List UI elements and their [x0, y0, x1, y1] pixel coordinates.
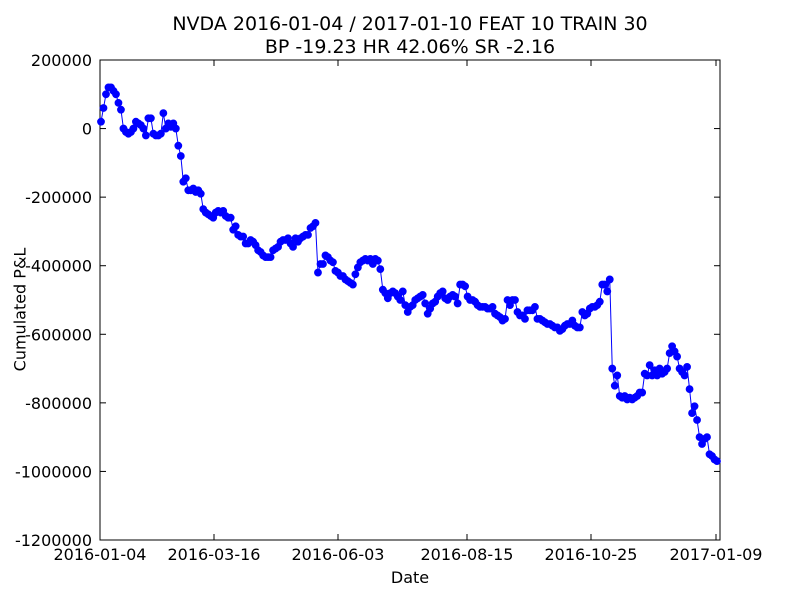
data-point	[673, 352, 681, 361]
data-point	[683, 362, 691, 371]
data-point	[329, 258, 337, 267]
data-point	[174, 141, 183, 150]
data-point	[685, 385, 694, 394]
data-point	[511, 296, 519, 304]
axes: 200000 0 -200000 -400000 -600000 -800000 -1000…	[15, 51, 763, 564]
data-point	[575, 323, 584, 332]
x-axis-label: Date	[390, 568, 430, 587]
data-point	[348, 280, 357, 289]
data-point	[663, 364, 672, 373]
data-point	[488, 302, 497, 311]
y-tick-label: -1000000	[15, 462, 92, 481]
data-point	[451, 292, 460, 301]
data-point	[239, 232, 248, 241]
y-axis-label: Cumulated P&L	[10, 247, 30, 372]
data-point	[146, 114, 155, 123]
data-point	[688, 409, 696, 418]
data-point	[438, 287, 447, 296]
data-point	[713, 457, 721, 466]
chart-title-line-1: NVDA 2016-01-04 / 2017-01-10 FEAT 10 TRA…	[172, 13, 648, 35]
data-point	[693, 416, 701, 424]
data-point	[396, 296, 405, 304]
y-tick-label: -200000	[25, 188, 92, 207]
x-tick-label: 2016-10-25	[545, 545, 638, 564]
data-point	[99, 104, 108, 112]
data-point	[129, 124, 138, 133]
data-point	[196, 189, 205, 198]
data-point	[461, 282, 470, 291]
x-tick-label: 2016-01-04	[54, 545, 147, 564]
chart-title-line-2: BP -19.23 HR 42.06% SR -2.16	[264, 36, 556, 58]
data-point	[319, 260, 327, 268]
data-point	[114, 98, 123, 107]
data-point	[521, 314, 529, 323]
data-point	[102, 90, 110, 99]
plot-area-frame	[99, 59, 721, 541]
data-point	[453, 299, 462, 308]
data-point	[171, 124, 180, 133]
data-point	[226, 213, 235, 222]
data-point	[600, 280, 609, 289]
data-point	[421, 299, 430, 308]
data-point	[645, 361, 654, 370]
data-point	[156, 129, 165, 138]
data-point	[266, 253, 275, 262]
data-point	[608, 364, 617, 373]
data-point	[680, 371, 689, 380]
data-point	[231, 222, 240, 231]
x-tick-label: 2016-03-16	[168, 545, 261, 564]
data-point	[289, 242, 297, 251]
y-tick-label: -400000	[25, 257, 92, 276]
data-point	[314, 268, 322, 277]
data-point	[139, 124, 148, 133]
data-point	[351, 270, 360, 279]
data-point	[703, 433, 711, 442]
y-tick-label: 200000	[31, 51, 92, 70]
data-point	[638, 388, 647, 397]
data-point	[376, 265, 385, 274]
data-point	[181, 174, 190, 183]
y-tick-label: 0	[82, 120, 92, 139]
data-point	[610, 381, 619, 390]
data-point	[595, 297, 604, 306]
data-point	[304, 230, 312, 239]
y-tick-label: -600000	[25, 325, 92, 344]
data-point	[112, 90, 120, 99]
x-tick-label: 2016-08-15	[421, 545, 514, 564]
x-tick-label: 2017-01-09	[670, 545, 763, 564]
data-point	[176, 152, 185, 160]
data-point	[398, 287, 407, 296]
data-point	[117, 105, 125, 114]
data-point	[311, 218, 320, 227]
x-tick-label: 2016-06-03	[292, 545, 385, 564]
data-point	[501, 314, 509, 323]
series-line	[100, 86, 718, 462]
data-point	[141, 131, 150, 140]
data-point	[603, 287, 612, 296]
y-tick-label: -1200000	[15, 531, 92, 550]
data-point	[418, 290, 427, 299]
data-point	[613, 371, 622, 380]
data-point	[690, 402, 699, 411]
data-point	[531, 302, 539, 311]
series-group	[97, 83, 721, 466]
data-point	[373, 256, 382, 265]
data-point	[97, 117, 105, 126]
data-point	[605, 275, 614, 284]
y-tick-label: -800000	[25, 394, 92, 413]
data-point	[159, 109, 168, 118]
